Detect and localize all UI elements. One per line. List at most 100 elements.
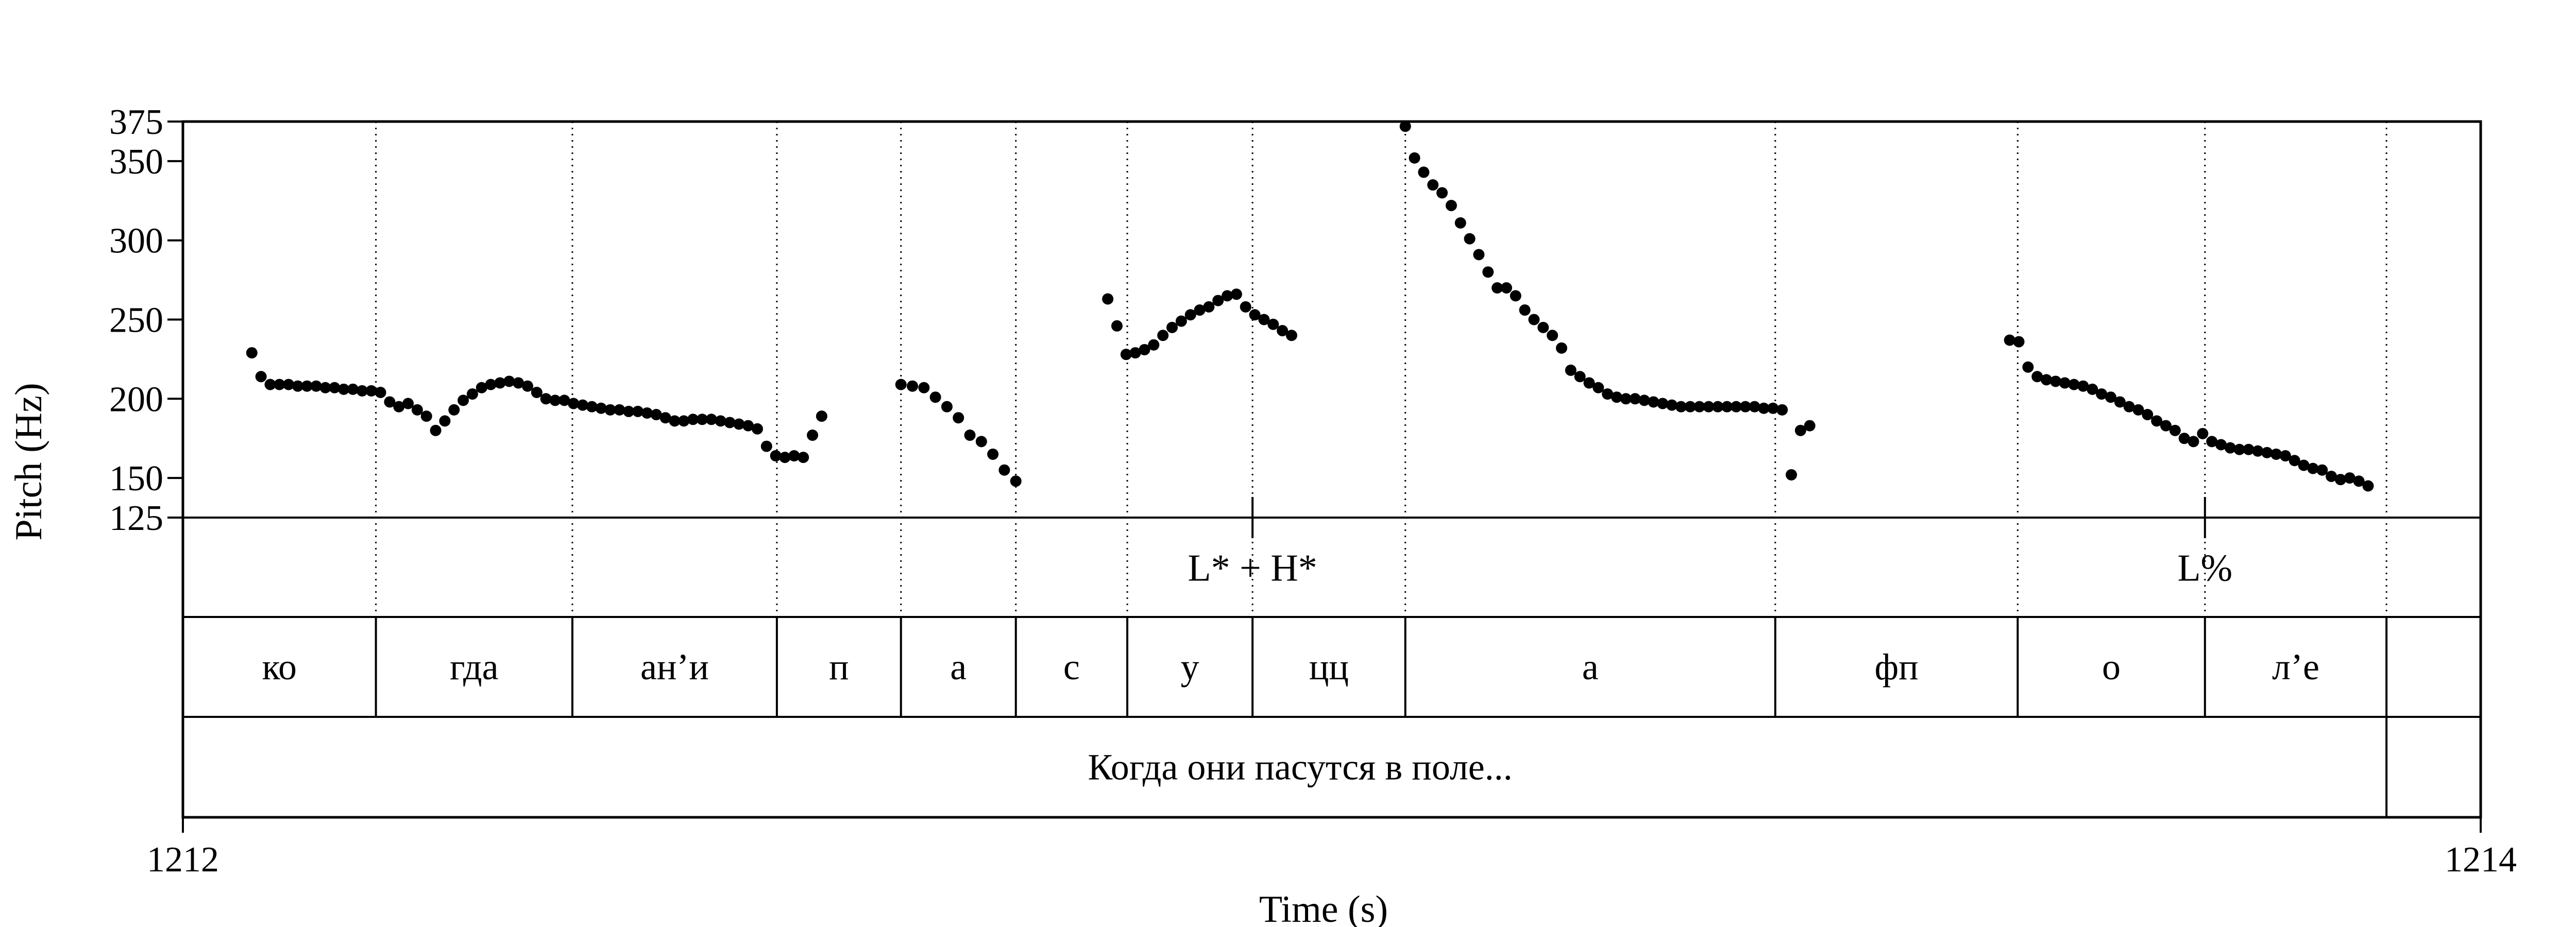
- pitch-point: [1240, 301, 1251, 313]
- segment-label: цц: [1309, 646, 1349, 688]
- pitch-point: [439, 415, 451, 427]
- y-tick-label: 150: [109, 459, 163, 499]
- pitch-point: [531, 386, 543, 398]
- pitch-point: [2022, 361, 2034, 373]
- pitch-point: [1749, 401, 1760, 413]
- pitch-point: [1565, 364, 1577, 376]
- pitch-point: [2344, 472, 2355, 484]
- pitch-point: [918, 382, 930, 393]
- pitch-point: [1804, 420, 1816, 432]
- pitch-point: [1111, 320, 1123, 332]
- y-tick-label: 375: [109, 102, 163, 142]
- pitch-point: [1436, 187, 1448, 199]
- pitch-point: [264, 379, 276, 390]
- pitch-point: [788, 450, 800, 462]
- pitch-point: [1786, 469, 1797, 480]
- pitch-point: [457, 394, 469, 406]
- pitch-point: [1184, 309, 1196, 321]
- pitch-point: [678, 415, 690, 427]
- pitch-point: [384, 396, 396, 408]
- pitch-point: [2114, 396, 2126, 408]
- pitch-point: [632, 405, 644, 417]
- pitch-point: [1721, 401, 1733, 413]
- pitch-point: [466, 388, 478, 400]
- segment-label: а: [1582, 646, 1599, 688]
- pitch-point: [356, 385, 368, 397]
- pitch-point: [448, 404, 460, 416]
- pitch-point: [2068, 379, 2080, 390]
- pitch-point: [347, 383, 359, 395]
- pitch-point: [705, 414, 717, 425]
- pitch-point: [2077, 380, 2089, 392]
- pitch-point: [2041, 374, 2053, 386]
- pitch-point: [2279, 450, 2291, 462]
- pitch-point: [2031, 371, 2043, 383]
- pitch-point: [1454, 217, 1466, 229]
- pitch-point: [338, 383, 350, 395]
- pitch-point: [975, 436, 987, 448]
- pitch-point: [659, 412, 671, 424]
- pitch-point: [375, 386, 386, 398]
- segment-label: а: [950, 646, 967, 688]
- pitch-point: [2289, 455, 2300, 467]
- pitch-point: [1730, 401, 1742, 413]
- tone-label: L* + H*: [1188, 547, 1317, 590]
- y-tick-label: 250: [109, 301, 163, 340]
- pitch-point: [319, 382, 331, 393]
- pitch-point: [1739, 401, 1751, 413]
- pitch-point: [953, 412, 964, 424]
- pitch-point: [1492, 282, 1503, 294]
- tone-label: L%: [2177, 547, 2232, 590]
- pitch-point: [1620, 393, 1632, 405]
- pitch-point: [1267, 318, 1279, 330]
- pitch-point: [1222, 290, 1233, 302]
- pitch-point: [1675, 401, 1687, 413]
- pitch-point: [1157, 330, 1169, 341]
- pitch-point: [1574, 371, 1586, 383]
- pitch-point: [895, 379, 907, 390]
- pitch-point: [558, 394, 570, 406]
- pitch-point: [274, 379, 285, 390]
- pitch-point: [1464, 233, 1476, 245]
- pitch-point: [1399, 121, 1411, 132]
- y-axis-title: Pitch (Hz): [8, 383, 50, 540]
- pitch-point: [411, 404, 423, 416]
- pitch-point: [2105, 391, 2116, 403]
- pitch-point: [1611, 391, 1623, 403]
- x-tick-label: 1212: [147, 840, 219, 880]
- pitch-point: [595, 402, 607, 414]
- pitch-point: [2197, 427, 2209, 439]
- pitch-point: [1249, 309, 1261, 321]
- pitch-point: [1102, 293, 1114, 305]
- pitch-point: [1427, 179, 1439, 191]
- pitch-point: [1510, 290, 1521, 302]
- pitch-point: [1556, 342, 1567, 354]
- pitch-point: [568, 398, 580, 409]
- pitch-point: [1500, 282, 1512, 294]
- pitch-point: [1277, 325, 1289, 337]
- pitch-point: [2270, 448, 2282, 460]
- segment-label: ко: [262, 646, 297, 688]
- pitch-point: [1693, 401, 1705, 413]
- pitch-point: [1703, 401, 1715, 413]
- pitch-point: [513, 377, 524, 389]
- pitch-point: [2096, 388, 2108, 400]
- pitch-point: [1148, 339, 1160, 351]
- pitch-point: [522, 380, 533, 392]
- pitch-point: [1482, 266, 1494, 278]
- y-tick-label: 350: [109, 142, 163, 182]
- y-tick-label: 300: [109, 221, 163, 261]
- frame-layer: [167, 120, 2482, 833]
- pitch-point: [2326, 471, 2337, 483]
- segment-label: о: [2102, 646, 2121, 688]
- pitch-point: [503, 375, 515, 387]
- sentence-label: Когда они пасутся в поле...: [1088, 747, 1512, 788]
- pitch-point: [1776, 404, 1788, 416]
- pitch-point: [1767, 402, 1779, 414]
- pitch-point: [2243, 443, 2255, 455]
- y-tick-label: 125: [109, 499, 163, 538]
- pitch-point: [2298, 459, 2310, 471]
- pitch-points: [246, 121, 2374, 492]
- pitch-point: [2142, 409, 2154, 421]
